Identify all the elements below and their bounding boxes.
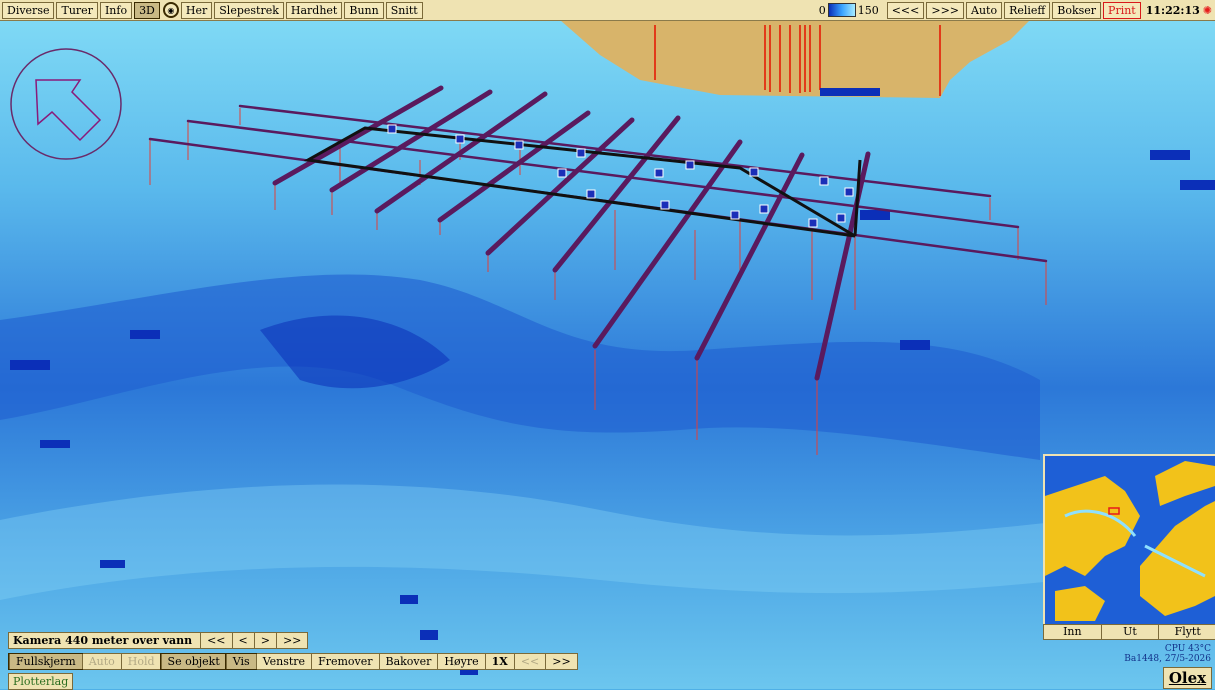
depth-min: 0 — [818, 3, 826, 17]
speed-indicator[interactable]: 1X — [484, 654, 514, 669]
box-markers — [387, 124, 854, 228]
depth-max: 150 — [857, 3, 879, 17]
minimap-land-1 — [1045, 476, 1140, 576]
menu-turer[interactable]: Turer — [56, 1, 98, 19]
top-toolbar: Diverse Turer Info 3D ◉ Her Slepestrek H… — [0, 0, 1215, 21]
speed-up-button[interactable]: >> — [545, 654, 576, 669]
move-button[interactable]: Flytt — [1174, 625, 1201, 638]
menu-bunn[interactable]: Bunn — [344, 1, 384, 19]
menu-snitt[interactable]: Snitt — [385, 1, 423, 19]
fullscreen-button[interactable]: Fullskjerm — [8, 653, 83, 670]
camera-fast-back-button[interactable]: << — [200, 633, 231, 648]
depth-gradient-bar — [827, 3, 856, 17]
trawl-lines — [272, 85, 871, 381]
overview-minimap[interactable] — [1043, 454, 1215, 628]
camera-label: Kamera 440 meter over vann — [13, 634, 193, 647]
camera-fast-forward-button[interactable]: >> — [275, 633, 307, 648]
clock: 11:22:13 — [1145, 3, 1200, 17]
camera-back-button[interactable]: < — [231, 633, 254, 648]
sun-icon: ✺ — [1202, 3, 1212, 17]
camera-forward-button[interactable]: > — [253, 633, 276, 648]
zoom-in-button[interactable]: Inn — [1044, 625, 1102, 639]
navigation-controls: Fullskjerm Auto Hold Se objekt Vis Venst… — [8, 653, 578, 670]
show-button[interactable]: Vis — [224, 653, 257, 670]
menu-diverse[interactable]: Diverse — [2, 1, 55, 19]
speed-down-button[interactable]: << — [513, 654, 545, 669]
menu-her[interactable]: Her — [180, 1, 213, 19]
auto-button[interactable]: Auto — [966, 1, 1003, 19]
next-button[interactable]: >>> — [926, 1, 965, 19]
minimap-controls: Inn Ut Flytt — [1043, 624, 1215, 640]
view-object-button[interactable]: Se objekt — [159, 653, 227, 670]
forward-button[interactable]: Fremover — [311, 654, 378, 669]
compass-ring — [10, 48, 122, 160]
backward-button[interactable]: Bakover — [378, 654, 438, 669]
right-button[interactable]: Høyre — [437, 654, 484, 669]
depth-color-scale[interactable]: 0 150 — [819, 3, 879, 17]
menu-slepestrek[interactable]: Slepestrek — [214, 1, 284, 19]
prev-button[interactable]: <<< — [886, 1, 925, 19]
print-button[interactable]: Print — [1103, 1, 1141, 19]
land-area — [560, 20, 1030, 98]
zoom-out-button[interactable]: Ut — [1102, 625, 1160, 639]
minimap-land-2 — [1140, 501, 1215, 616]
cpu-temp: CPU 43°C — [1164, 644, 1211, 654]
hold-button[interactable]: Hold — [120, 654, 161, 669]
left-button[interactable]: Venstre — [255, 654, 311, 669]
boxes-button[interactable]: Bokser — [1052, 1, 1102, 19]
auto-mode-button[interactable]: Auto — [81, 654, 121, 669]
menu-info[interactable]: Info — [99, 1, 133, 19]
olex-logo[interactable]: Olex — [1163, 667, 1212, 689]
target-icon[interactable]: ◉ — [162, 2, 179, 18]
heading-arrow-icon — [35, 79, 102, 142]
menu-3d[interactable]: 3D — [134, 1, 160, 19]
relief-button[interactable]: Relieff — [1004, 1, 1051, 19]
minimap-viewport — [1108, 507, 1120, 515]
build-info: Ba1448, 27/5-2026 — [1124, 654, 1211, 664]
menu-hardhet[interactable]: Hardhet — [285, 1, 343, 19]
plotter-layer-button[interactable]: Plotterlag — [8, 673, 74, 690]
system-status: CPU 43°C Ba1448, 27/5-2026 — [1124, 644, 1211, 664]
camera-panel: Kamera 440 meter over vann << < > >> — [8, 632, 309, 649]
